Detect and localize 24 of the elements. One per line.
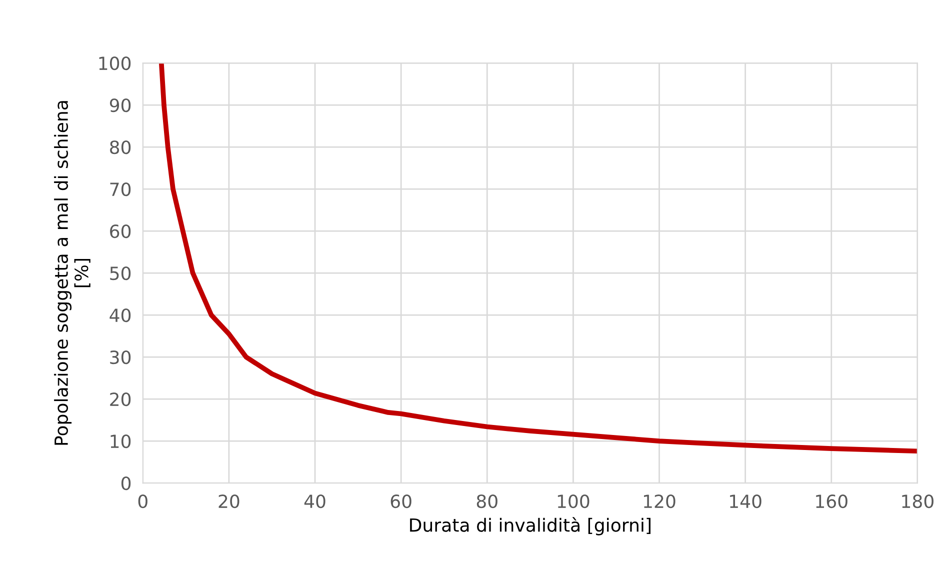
y-tick-label: 60 <box>110 224 131 238</box>
x-tick-label: 60 <box>390 494 412 508</box>
y-axis-title: Popolazione soggetta a mal di schiena [%] <box>54 101 90 445</box>
y-tick-label: 50 <box>110 266 131 280</box>
x-tick-label: 120 <box>644 494 676 508</box>
x-tick-label: 140 <box>730 494 762 508</box>
y-tick-label: 10 <box>110 434 131 448</box>
y-tick-label: 20 <box>110 392 131 406</box>
x-tick-label: 20 <box>218 494 240 508</box>
x-tick-label: 180 <box>902 494 934 508</box>
x-tick-label: 160 <box>816 494 848 508</box>
x-axis-title: Durata di invalidità [giorni] <box>410 517 650 536</box>
y-tick-label: 70 <box>110 182 131 196</box>
line-series <box>158 63 918 454</box>
y-tick-label: 30 <box>110 350 131 364</box>
y-tick-label: 0 <box>121 476 131 490</box>
x-tick-label: 0 <box>138 494 148 508</box>
x-tick-label: 40 <box>304 494 326 508</box>
y-tick-label: 90 <box>110 98 131 112</box>
y-tick-label: 80 <box>110 140 131 154</box>
x-tick-label: 80 <box>476 494 498 508</box>
y-tick-label: 40 <box>110 308 131 322</box>
y-tick-label: 100 <box>99 56 131 70</box>
x-tick-label: 100 <box>558 494 590 508</box>
